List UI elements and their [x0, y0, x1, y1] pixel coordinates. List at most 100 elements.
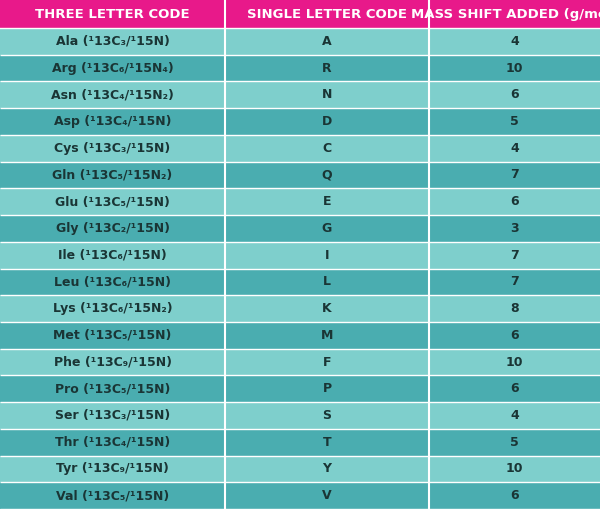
Bar: [225, 81, 429, 108]
Text: Pro (¹13C₅/¹15N): Pro (¹13C₅/¹15N): [55, 382, 170, 395]
Bar: [225, 108, 429, 135]
Text: 10: 10: [506, 355, 523, 369]
Text: V: V: [322, 489, 332, 502]
Bar: [0, 322, 225, 349]
Bar: [429, 81, 600, 108]
Text: 6: 6: [510, 329, 519, 342]
Text: P: P: [322, 382, 332, 395]
Text: N: N: [322, 88, 332, 101]
Bar: [429, 376, 600, 402]
Bar: [429, 429, 600, 456]
Bar: [225, 0, 429, 28]
Text: D: D: [322, 115, 332, 128]
Bar: [225, 55, 429, 81]
Bar: [0, 188, 225, 215]
Text: Phe (¹13C₉/¹15N): Phe (¹13C₉/¹15N): [53, 355, 172, 369]
Text: E: E: [323, 195, 331, 208]
Bar: [225, 429, 429, 456]
Text: I: I: [325, 248, 329, 262]
Bar: [0, 456, 225, 483]
Bar: [429, 162, 600, 188]
Bar: [429, 295, 600, 322]
Bar: [0, 108, 225, 135]
Bar: [429, 402, 600, 429]
Bar: [0, 402, 225, 429]
Text: Asn (¹13C₄/¹15N₂): Asn (¹13C₄/¹15N₂): [51, 88, 174, 101]
Bar: [0, 162, 225, 188]
Bar: [429, 456, 600, 483]
Bar: [429, 215, 600, 242]
Text: 4: 4: [510, 142, 519, 155]
Text: Gln (¹13C₅/¹15N₂): Gln (¹13C₅/¹15N₂): [52, 168, 173, 182]
Text: 4: 4: [510, 35, 519, 48]
Text: MASS SHIFT ADDED (g/mol): MASS SHIFT ADDED (g/mol): [411, 8, 600, 20]
Text: 6: 6: [510, 195, 519, 208]
Text: Met (¹13C₅/¹15N): Met (¹13C₅/¹15N): [53, 329, 172, 342]
Text: THREE LETTER CODE: THREE LETTER CODE: [35, 8, 190, 20]
Text: 6: 6: [510, 382, 519, 395]
Bar: [225, 135, 429, 162]
Text: Arg (¹13C₆/¹15N₄): Arg (¹13C₆/¹15N₄): [52, 62, 173, 75]
Bar: [225, 269, 429, 295]
Bar: [225, 456, 429, 483]
Text: 5: 5: [510, 115, 519, 128]
Text: 6: 6: [510, 489, 519, 502]
Text: Leu (¹13C₆/¹15N): Leu (¹13C₆/¹15N): [54, 275, 171, 289]
Bar: [429, 322, 600, 349]
Text: Ala (¹13C₃/¹15N): Ala (¹13C₃/¹15N): [56, 35, 169, 48]
Bar: [429, 0, 600, 28]
Bar: [429, 135, 600, 162]
Bar: [429, 269, 600, 295]
Text: Ser (¹13C₃/¹15N): Ser (¹13C₃/¹15N): [55, 409, 170, 422]
Text: Cys (¹13C₃/¹15N): Cys (¹13C₃/¹15N): [55, 142, 170, 155]
Text: M: M: [321, 329, 333, 342]
Bar: [0, 28, 225, 55]
Text: Gly (¹13C₂/¹15N): Gly (¹13C₂/¹15N): [56, 222, 170, 235]
Bar: [0, 55, 225, 81]
Text: 7: 7: [510, 275, 519, 289]
Text: Asp (¹13C₄/¹15N): Asp (¹13C₄/¹15N): [54, 115, 171, 128]
Text: 10: 10: [506, 462, 523, 475]
Text: T: T: [323, 436, 331, 449]
Bar: [429, 55, 600, 81]
Bar: [225, 483, 429, 509]
Bar: [225, 376, 429, 402]
Bar: [0, 81, 225, 108]
Text: 6: 6: [510, 88, 519, 101]
Text: Val (¹13C₅/¹15N): Val (¹13C₅/¹15N): [56, 489, 169, 502]
Text: SINGLE LETTER CODE: SINGLE LETTER CODE: [247, 8, 407, 20]
Bar: [0, 295, 225, 322]
Bar: [429, 349, 600, 376]
Text: 4: 4: [510, 409, 519, 422]
Bar: [429, 483, 600, 509]
Text: S: S: [323, 409, 331, 422]
Text: Y: Y: [323, 462, 331, 475]
Bar: [225, 295, 429, 322]
Text: Tyr (¹13C₉/¹15N): Tyr (¹13C₉/¹15N): [56, 462, 169, 475]
Text: L: L: [323, 275, 331, 289]
Bar: [225, 188, 429, 215]
Text: G: G: [322, 222, 332, 235]
Text: Lys (¹13C₆/¹15N₂): Lys (¹13C₆/¹15N₂): [53, 302, 172, 315]
Bar: [0, 135, 225, 162]
Text: Ile (¹13C₆/¹15N): Ile (¹13C₆/¹15N): [58, 248, 167, 262]
Bar: [225, 242, 429, 269]
Bar: [225, 402, 429, 429]
Text: 7: 7: [510, 168, 519, 182]
Text: 7: 7: [510, 248, 519, 262]
Bar: [225, 215, 429, 242]
Text: 5: 5: [510, 436, 519, 449]
Text: Glu (¹13C₅/¹15N): Glu (¹13C₅/¹15N): [55, 195, 170, 208]
Text: A: A: [322, 35, 332, 48]
Text: R: R: [322, 62, 332, 75]
Bar: [0, 215, 225, 242]
Text: 3: 3: [510, 222, 519, 235]
Text: Thr (¹13C₄/¹15N): Thr (¹13C₄/¹15N): [55, 436, 170, 449]
Text: 8: 8: [510, 302, 519, 315]
Bar: [429, 28, 600, 55]
Bar: [0, 429, 225, 456]
Text: 10: 10: [506, 62, 523, 75]
Bar: [0, 242, 225, 269]
Text: Q: Q: [322, 168, 332, 182]
Bar: [225, 162, 429, 188]
